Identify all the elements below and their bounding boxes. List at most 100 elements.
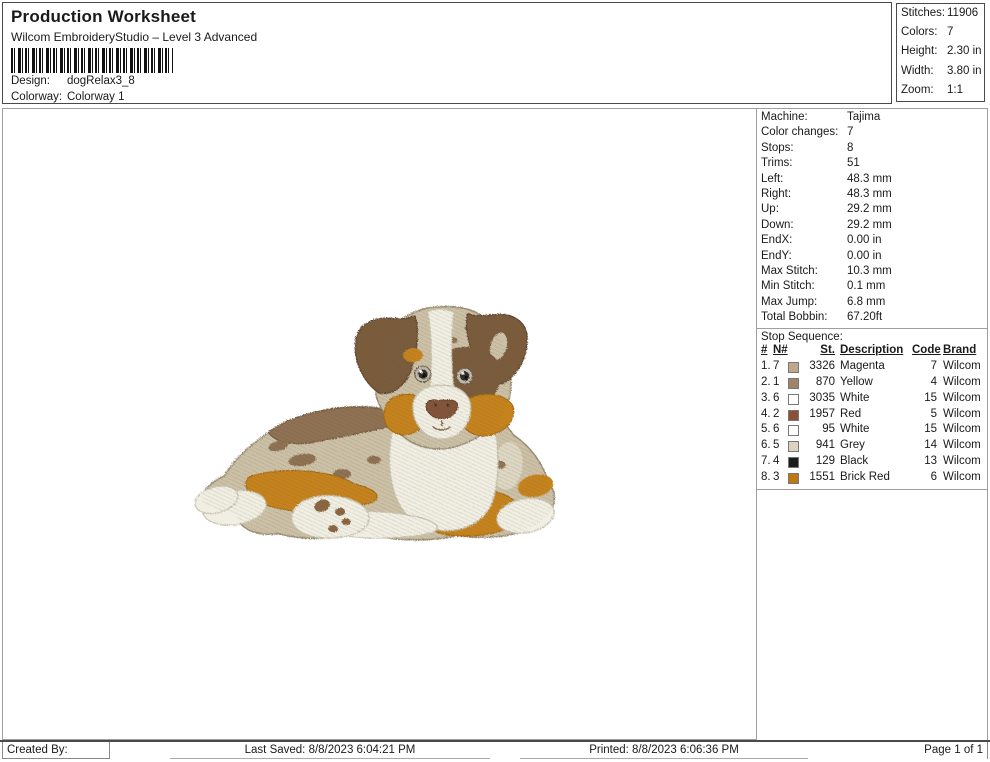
stop-sequence-row: 5. 6 95 White 15 Wilcom [757,423,987,439]
printed-cell: Printed: 8/8/2023 6:06:36 PM [520,742,808,759]
stop-sequence-column-header: Code [912,344,941,357]
machine-param-row: Color changes: 7 [757,126,987,141]
stop-sequence-table: # N# St. Description Code Brand 1. 7 3326 Magenta… [757,344,987,490]
stitch-count: 3035 [809,391,835,404]
machine-param-value: 10.3 mm [847,264,892,277]
thread-code: 7 [930,360,937,373]
machine-param-value: 0.00 in [847,234,882,247]
barcode-image [11,48,173,73]
stop-number: 6. [761,439,771,452]
thread-description: Grey [840,439,865,452]
thread-description: Yellow [840,376,873,389]
stop-sequence-column-header: N# [773,344,788,357]
panel-divider [757,328,987,330]
machine-param-row: Machine: Tajima [757,111,987,126]
stop-number: 7. [761,455,771,468]
thread-brand: Wilcom [943,391,981,404]
summary-value: 11906 [947,7,979,19]
summary-row: Colors: 7 [897,26,984,45]
machine-param-value: 51 [847,157,860,170]
machine-param-value: 29.2 mm [847,203,892,216]
machine-param-row: Total Bobbin: 67.20ft [757,311,987,326]
summary-value: 7 [947,26,954,39]
thread-code: 14 [924,439,937,452]
thread-description: Black [840,455,869,468]
machine-param-row: Trims: 51 [757,157,987,172]
design-summary-box: Stitches: 11906 Colors: 7 Height: 2.30 in Widt… [896,3,985,102]
swatch-cell [788,408,805,424]
thread-color-swatch [788,362,799,374]
thread-description: Brick Red [840,470,890,483]
stitch-count: 95 [822,423,835,436]
machine-param-row: Max Jump: 6.8 mm [757,296,987,311]
thread-brand: Wilcom [943,407,981,420]
design-row: Design: dogRelax3_8 [11,75,135,87]
thread-brand: Wilcom [943,455,981,468]
stop-number: 3. [761,391,771,404]
thread-brand: Wilcom [943,439,981,452]
summary-value: 1:1 [947,83,963,96]
summary-label: Height: [901,45,938,58]
summary-row: Width: 3.80 in [897,65,984,84]
needle-number: 6 [773,391,780,404]
stop-number: 8. [761,470,771,483]
machine-param-label: Max Stitch: [761,264,818,277]
thread-code: 6 [930,470,937,483]
thread-code: 15 [924,423,937,436]
machine-param-value: Tajima [847,111,881,123]
machine-param-value: 48.3 mm [847,187,892,200]
thread-color-swatch [788,441,799,453]
stitch-count: 1957 [809,407,835,420]
swatch-cell [788,423,805,439]
stop-sequence-column-header: Description [840,344,904,357]
swatch-cell [788,439,805,455]
dog-embroidery-artwork [194,305,556,541]
thread-code: 15 [924,391,937,404]
stop-number: 5. [761,423,771,436]
thread-code: 4 [930,376,937,389]
machine-param-row: Stops: 8 [757,142,987,157]
stitch-count: 3326 [809,360,835,373]
stop-sequence-row: 7. 4 129 Black 13 Wilcom [757,455,987,471]
stitch-count: 1551 [809,470,835,483]
stop-sequence-column-header: Brand [943,344,977,357]
machine-param-label: Down: [761,218,794,231]
machine-param-value: 0.00 in [847,249,882,262]
stop-sequence-row: 1. 7 3326 Magenta 7 Wilcom [757,360,987,376]
stitch-count: 870 [815,376,835,389]
summary-value: 3.80 in [947,64,982,77]
machine-param-value: 29.2 mm [847,218,892,231]
needle-number: 6 [773,423,780,436]
design-label: Design: [11,75,50,87]
thread-brand: Wilcom [943,423,981,436]
machine-parameters: Machine: Tajima Color changes: 7 Stops: 8 Trim… [757,109,987,326]
swatch-cell [788,376,805,392]
needle-number: 1 [773,376,780,389]
machine-param-value: 0.1 mm [847,280,886,293]
summary-row: Height: 2.30 in [897,45,984,64]
summary-label: Zoom: [901,83,934,96]
thread-color-swatch [788,378,799,390]
footer-divider [0,740,990,742]
swatch-cell [788,360,805,376]
stop-number: 1. [761,360,771,373]
last-saved-cell: Last Saved: 8/8/2023 6:04:21 PM [170,742,490,759]
thread-code: 5 [930,407,937,420]
needle-number: 5 [773,439,780,452]
thread-brand: Wilcom [943,360,981,373]
thread-color-swatch [788,393,799,405]
machine-param-label: Total Bobbin: [761,311,828,324]
header-box: Production Worksheet Wilcom EmbroiderySt… [2,2,892,104]
thread-brand: Wilcom [943,376,981,389]
machine-param-value: 6.8 mm [847,295,886,308]
thread-description: White [840,423,870,436]
thread-color-swatch [788,457,799,469]
machine-param-value: 67.20ft [847,311,883,324]
swatch-cell [788,455,805,471]
created-by-cell: Created By: [2,742,110,759]
machine-param-label: Max Jump: [761,295,818,308]
design-preview-area [2,108,757,740]
stop-number: 4. [761,407,771,420]
machine-param-label: Right: [761,187,792,200]
